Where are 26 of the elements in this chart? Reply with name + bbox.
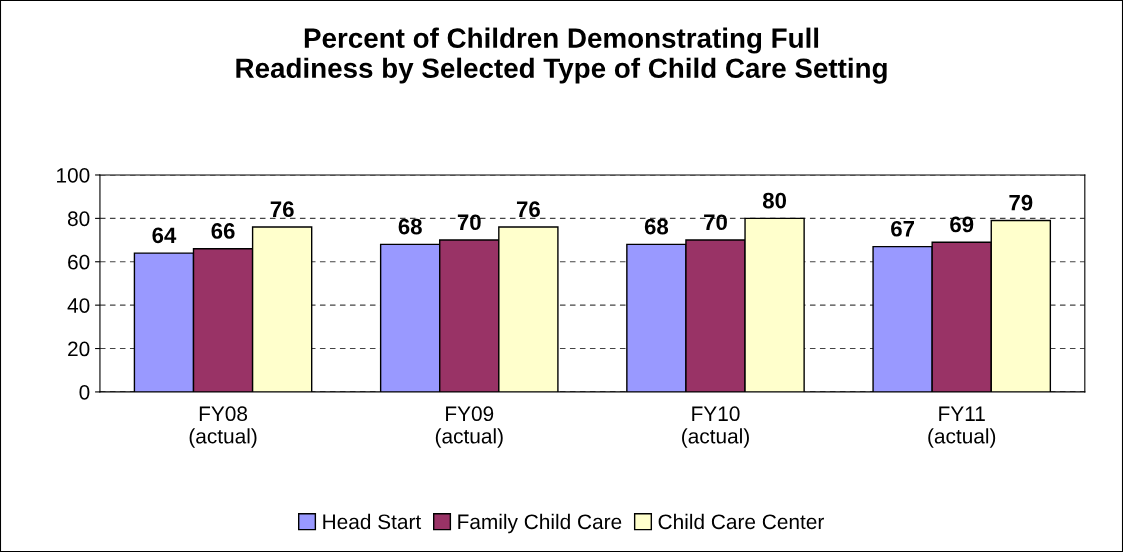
data-label: 67 bbox=[891, 220, 914, 237]
x-tick-label: FY09 (actual) bbox=[435, 406, 503, 448]
y-tick-label: 20 bbox=[68, 341, 90, 357]
x-tick-label: FY08 (actual) bbox=[189, 406, 257, 448]
data-label: 70 bbox=[457, 214, 481, 231]
data-label: 66 bbox=[211, 223, 235, 239]
data-label: 70 bbox=[704, 214, 727, 231]
legend-label: Family Child Care bbox=[458, 513, 622, 534]
data-label: 68 bbox=[644, 218, 669, 235]
data-label: 69 bbox=[950, 216, 974, 233]
y-tick-label: 80 bbox=[67, 211, 90, 227]
data-label: 80 bbox=[762, 192, 787, 209]
data-label: 76 bbox=[270, 201, 294, 218]
x-tick-label: FY10 (actual) bbox=[682, 406, 749, 448]
data-label: 68 bbox=[398, 218, 422, 235]
data-label: 76 bbox=[516, 201, 540, 218]
y-tick-label: 60 bbox=[68, 254, 90, 270]
legend-label: Head Start bbox=[323, 513, 422, 530]
data-label: 79 bbox=[1009, 194, 1033, 211]
y-tick-label: 100 bbox=[57, 167, 90, 183]
y-tick-label: 0 bbox=[79, 384, 90, 400]
data-label: 64 bbox=[152, 227, 177, 244]
x-tick-label: FY11 (actual) bbox=[928, 406, 996, 448]
y-tick-label: 40 bbox=[67, 298, 90, 313]
legend-label: Child Care Center bbox=[658, 513, 824, 530]
chart-title: Percent of Children Demonstrating Full Readiness by Selected Type of Child Care Setting bbox=[236, 27, 887, 84]
